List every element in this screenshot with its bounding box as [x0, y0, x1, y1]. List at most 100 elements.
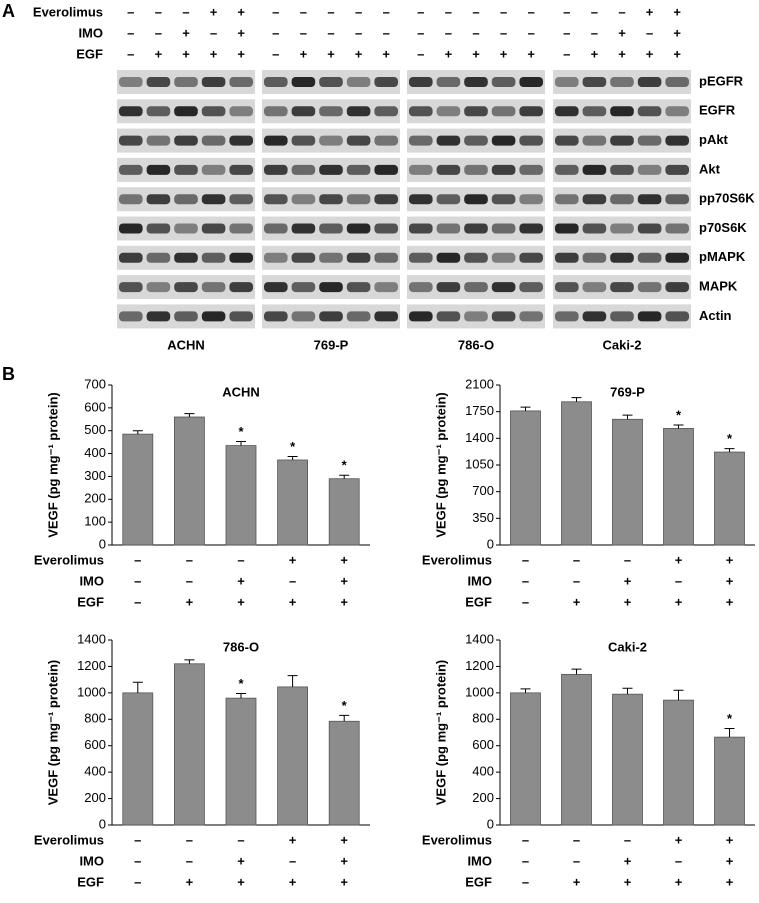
treatment-sign: – — [563, 46, 570, 61]
treatment-sign: – — [327, 25, 334, 40]
blot-band — [291, 164, 316, 175]
significance-mark: * — [238, 424, 244, 439]
treatment-sign: + — [382, 46, 390, 61]
treatment-name: Everolimus — [422, 832, 492, 847]
treatment-sign: + — [340, 853, 348, 868]
treatment-sign: + — [445, 46, 453, 61]
y-tick-label: 200 — [472, 790, 494, 805]
band-label: pp70S6K — [699, 191, 755, 206]
blot-band — [201, 77, 226, 87]
y-tick-label: 0 — [99, 816, 106, 831]
chart-title: Caki-2 — [608, 639, 647, 654]
treatment-sign: + — [210, 4, 218, 19]
treatment-name: IMO — [467, 853, 492, 868]
blot-band — [409, 135, 433, 146]
blot-band — [436, 164, 461, 175]
bar — [173, 663, 205, 826]
error-bar — [339, 714, 350, 722]
blot-band — [229, 252, 253, 263]
treatment-sign: – — [573, 573, 580, 588]
treatment-sign: + — [500, 46, 508, 61]
blot-band — [319, 223, 343, 234]
blot-band — [291, 77, 316, 87]
blot-band — [665, 223, 689, 234]
blot-band — [174, 252, 198, 263]
blot-band — [436, 311, 461, 322]
treatment-sign: – — [289, 573, 296, 588]
band-label: pEGFR — [699, 73, 744, 88]
treatment-sign: – — [289, 853, 296, 868]
blot-band — [346, 252, 371, 263]
blot-band — [409, 252, 433, 263]
treatment-sign: + — [300, 46, 308, 61]
treatment-sign: – — [127, 25, 134, 40]
treatment-sign: + — [673, 25, 681, 40]
blot-band — [436, 223, 461, 234]
blot-band — [229, 77, 253, 87]
blot-band — [582, 164, 607, 175]
treatment-sign: + — [675, 594, 683, 609]
treatment-sign: + — [237, 874, 245, 889]
treatment-sign: – — [624, 552, 631, 567]
error-bar — [520, 688, 531, 693]
blot-band — [582, 135, 607, 146]
blot-band — [229, 223, 253, 234]
blot-band — [264, 77, 288, 87]
blot-band — [464, 77, 488, 87]
y-tick-label: 600 — [84, 737, 106, 752]
chart-title: 769-P — [610, 384, 645, 399]
blot-band — [610, 77, 634, 87]
blot-band — [346, 194, 371, 205]
blot-band — [319, 135, 343, 146]
blot-band — [319, 106, 343, 117]
y-tick-label: 1400 — [77, 631, 106, 646]
treatment-sign: – — [522, 853, 529, 868]
y-tick-label: 600 — [472, 737, 494, 752]
treatment-sign: – — [182, 4, 189, 19]
treatment-name: EGF — [77, 594, 104, 609]
blot-band — [555, 164, 579, 175]
blot-band — [291, 282, 316, 293]
error-bar — [132, 681, 143, 693]
treatment-sign: + — [527, 46, 535, 61]
blot-band — [464, 252, 488, 263]
blot-band — [174, 77, 198, 87]
blot-band — [436, 135, 461, 146]
treatment-sign: + — [726, 573, 734, 588]
blot-band — [610, 282, 634, 293]
blot-band — [201, 311, 226, 322]
blot-band — [119, 282, 143, 293]
blot-band — [637, 252, 662, 263]
treatment-sign: – — [646, 25, 653, 40]
panel-label: B — [2, 364, 15, 384]
y-tick-label: 400 — [84, 445, 106, 460]
treatment-sign: – — [134, 594, 141, 609]
treatment-name: Everolimus — [33, 4, 103, 19]
treatment-sign: – — [237, 552, 244, 567]
blot-band — [409, 194, 433, 205]
blot-band — [119, 135, 143, 146]
treatment-sign: – — [528, 25, 535, 40]
blot-band — [582, 77, 607, 87]
blot-band — [610, 106, 634, 117]
blot-band — [491, 223, 516, 234]
blot-band — [555, 135, 579, 146]
treatment-sign: – — [522, 573, 529, 588]
treatment-name: EGF — [77, 874, 104, 889]
treatment-sign: + — [340, 832, 348, 847]
error-bar — [184, 413, 195, 417]
bar — [612, 693, 643, 826]
treatment-sign: – — [573, 552, 580, 567]
treatment-sign: + — [289, 594, 297, 609]
bar — [612, 418, 643, 546]
blot-band — [519, 311, 543, 322]
treatment-sign: + — [673, 46, 681, 61]
blot-band — [229, 164, 253, 175]
treatment-sign: – — [417, 46, 424, 61]
treatment-sign: + — [237, 46, 245, 61]
treatment-sign: + — [289, 832, 297, 847]
treatment-sign: – — [500, 25, 507, 40]
blot-band — [264, 252, 288, 263]
bar — [714, 451, 745, 546]
blot-band — [637, 194, 662, 205]
